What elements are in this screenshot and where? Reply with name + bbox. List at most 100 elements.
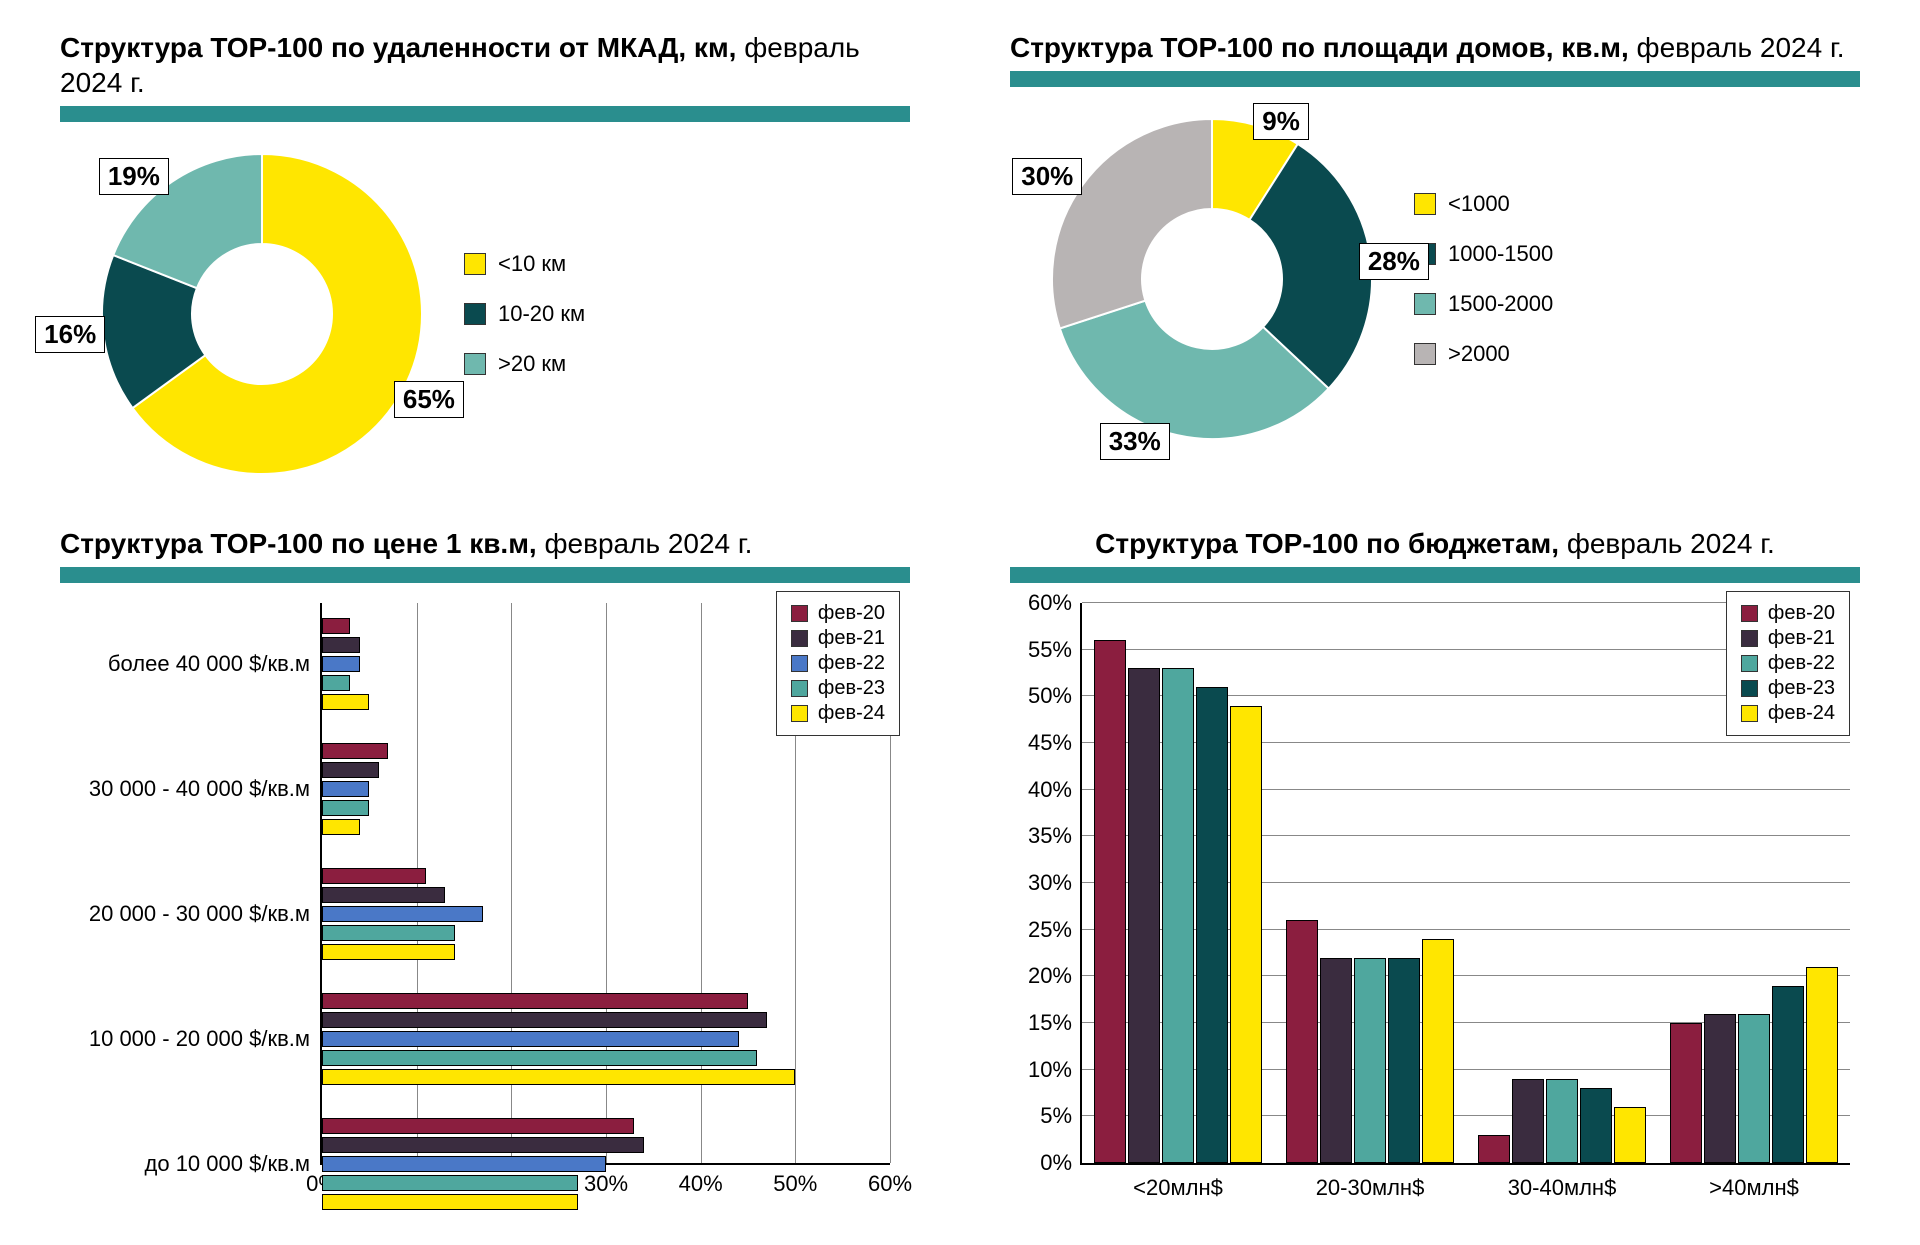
hbar-group: 20 000 - 30 000 $/кв.м (322, 868, 890, 960)
category-label: 10 000 - 20 000 $/кв.м (60, 1026, 322, 1052)
legend-item: фев-24 (1741, 702, 1835, 725)
donut-chart-2: 9%28%33%30% <10001000-15001500-2000>2000 (1010, 87, 1860, 451)
legend-label: >2000 (1448, 341, 1510, 367)
y-axis-label: 15% (1028, 1010, 1082, 1036)
legend-label: 10-20 км (498, 301, 585, 327)
bar (1580, 1088, 1612, 1163)
bar (322, 762, 379, 778)
legend-label: фев-23 (1768, 677, 1835, 700)
legend-swatch (1741, 630, 1758, 647)
legend-item: >2000 (1414, 341, 1553, 367)
legend-item: <10 км (464, 251, 585, 277)
bar (322, 1156, 606, 1172)
legend-swatch (1741, 680, 1758, 697)
bar (1388, 958, 1420, 1163)
bar (322, 1050, 757, 1066)
y-axis-label: 55% (1028, 637, 1082, 663)
legend-item: 1500-2000 (1414, 291, 1553, 317)
legend-item: фев-22 (791, 652, 885, 675)
bar (322, 868, 426, 884)
panel-distance-donut: Структура ТОР-100 по удаленности от МКАД… (60, 30, 910, 486)
legend-label: <10 км (498, 251, 566, 277)
legend-swatch (1741, 705, 1758, 722)
donut-slice-label: 28% (1359, 243, 1429, 280)
category-label: <20млн$ (1133, 1163, 1223, 1201)
legend-swatch (464, 253, 486, 275)
panel-title: Структура ТОР-100 по бюджетам, февраль 2… (1010, 526, 1860, 561)
y-axis-label: 20% (1028, 963, 1082, 989)
bar (322, 656, 360, 672)
y-axis-label: 50% (1028, 683, 1082, 709)
bar (1670, 1023, 1702, 1163)
legend-item: фев-21 (791, 627, 885, 650)
legend-item: фев-20 (791, 602, 885, 625)
bar (1354, 958, 1386, 1163)
bar (322, 781, 369, 797)
bar (1286, 920, 1318, 1163)
bar (322, 993, 748, 1009)
legend-swatch (791, 605, 808, 622)
legend-item: 1000-1500 (1414, 241, 1553, 267)
y-axis-label: 25% (1028, 917, 1082, 943)
legend-label: <1000 (1448, 191, 1510, 217)
legend-label: фев-22 (1768, 652, 1835, 675)
category-label: более 40 000 $/кв.м (60, 651, 322, 677)
hbar-group: 10 000 - 20 000 $/кв.м (322, 993, 890, 1085)
donut-slice (1052, 119, 1212, 328)
donut-slice-label: 19% (99, 158, 169, 195)
bar (322, 906, 483, 922)
bar (1704, 1014, 1736, 1163)
bar (322, 1069, 795, 1085)
bar (322, 637, 360, 653)
y-axis-label: 45% (1028, 730, 1082, 756)
donut-slice-label: 33% (1100, 423, 1170, 460)
bar (322, 618, 350, 634)
y-axis-label: 40% (1028, 777, 1082, 803)
bar (1738, 1014, 1770, 1163)
bar (322, 925, 455, 941)
donut-slice-label: 30% (1012, 158, 1082, 195)
legend-label: фев-20 (1768, 602, 1835, 625)
donut-svg (1050, 117, 1374, 441)
y-axis-label: 5% (1040, 1103, 1082, 1129)
legend-label: >20 км (498, 351, 566, 377)
panel-area-donut: Структура ТОР-100 по площади домов, кв.м… (1010, 30, 1860, 486)
bar (1546, 1079, 1578, 1163)
legend-swatch (1414, 293, 1436, 315)
legend-swatch (1741, 655, 1758, 672)
hbar-group: 30 000 - 40 000 $/кв.м (322, 743, 890, 835)
category-label: 20 000 - 30 000 $/кв.м (60, 901, 322, 927)
panel-price-hbar: Структура ТОР-100 по цене 1 кв.м, феврал… (60, 526, 910, 1215)
bar (322, 944, 455, 960)
category-label: 30-40млн$ (1508, 1163, 1617, 1201)
legend-label: фев-23 (818, 677, 885, 700)
bar (322, 1012, 767, 1028)
legend-item: фев-22 (1741, 652, 1835, 675)
donut-svg (100, 152, 424, 476)
vbar-group: >40млн$ (1670, 967, 1838, 1163)
legend-item: фев-23 (1741, 677, 1835, 700)
donut-slice-label: 65% (394, 381, 464, 418)
legend-swatch (1414, 343, 1436, 365)
legend-label: 1500-2000 (1448, 291, 1553, 317)
bar (1614, 1107, 1646, 1163)
bar (1478, 1135, 1510, 1163)
legend-price: фев-20фев-21фев-22фев-23фев-24 (776, 591, 900, 736)
donut-slice-label: 9% (1253, 103, 1309, 140)
y-axis-label: 0% (1040, 1150, 1082, 1176)
legend-item: фев-21 (1741, 627, 1835, 650)
legend-label: фев-24 (1768, 702, 1835, 725)
bar (1094, 640, 1126, 1163)
bar (1422, 939, 1454, 1163)
legend-swatch (791, 655, 808, 672)
panel-budget-vbar: Структура ТОР-100 по бюджетам, февраль 2… (1010, 526, 1860, 1215)
legend-label: фев-24 (818, 702, 885, 725)
bar (322, 694, 369, 710)
bar (322, 887, 445, 903)
bar (1196, 687, 1228, 1163)
legend-label: 1000-1500 (1448, 241, 1553, 267)
bar (322, 1031, 739, 1047)
bar (322, 743, 388, 759)
legend-swatch (464, 303, 486, 325)
category-label: 20-30млн$ (1316, 1163, 1425, 1201)
